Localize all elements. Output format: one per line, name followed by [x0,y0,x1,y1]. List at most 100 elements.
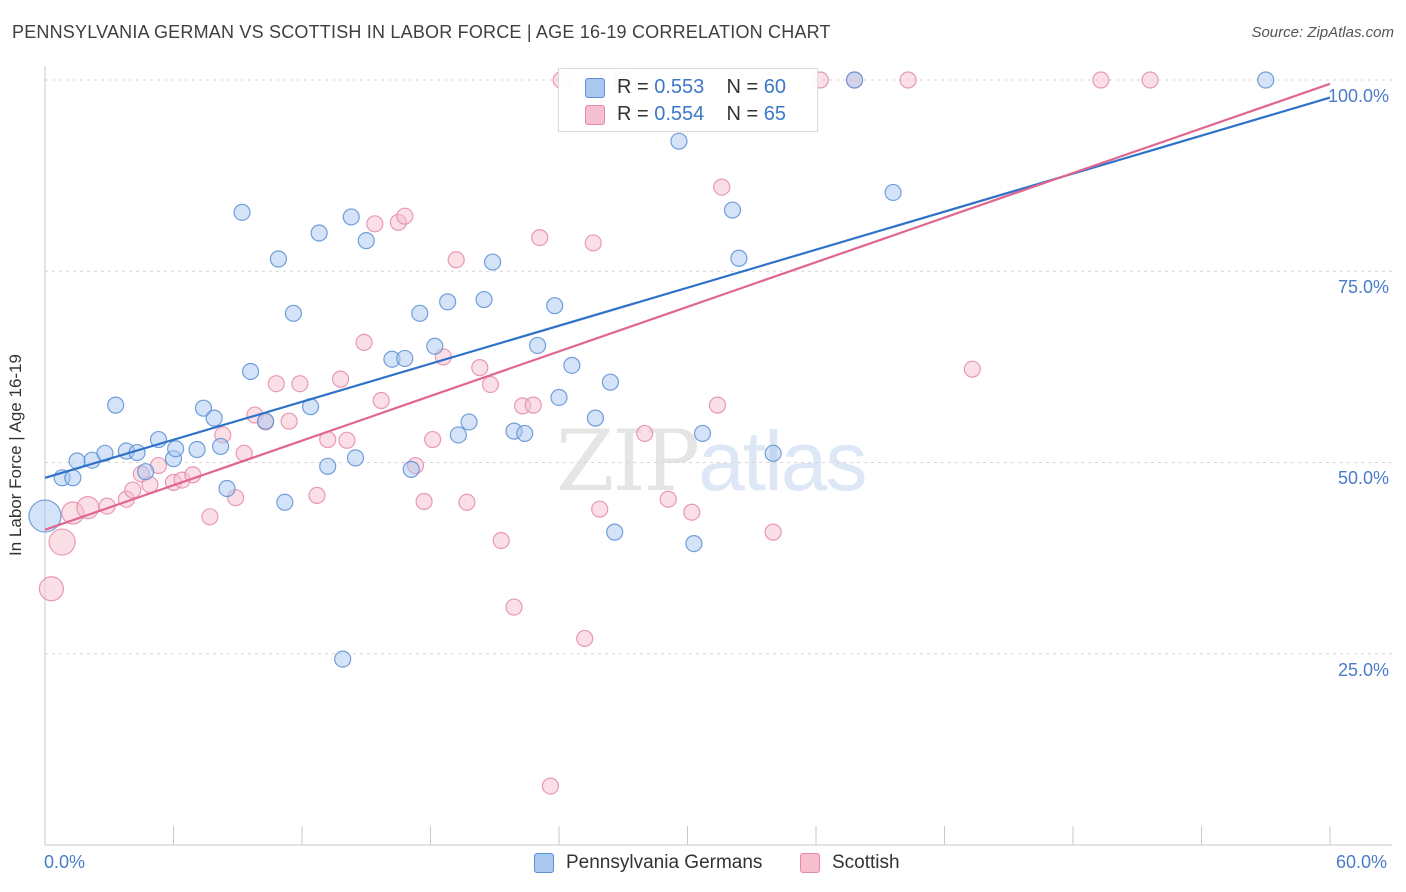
pennsylvania-german-point [484,253,502,271]
pennsylvania-german-point [845,71,864,89]
r-value: 0.554 [654,103,705,125]
pennsylvania-german-point [28,499,62,533]
scottish-point [481,375,500,394]
scottish-point [424,430,442,449]
y-axis-label-wrap: In Labor Force | Age 16-19 [6,354,26,556]
pennsylvania-german-point [685,534,703,553]
scottish-point [708,396,727,414]
scottish-point [280,412,298,430]
pennsylvania-german-point [194,399,213,417]
legend-label: Scottish [832,852,900,873]
pennsylvania-german-point [188,440,206,459]
scottish-point [591,500,609,518]
pennsylvania-german-point [167,440,185,458]
pennsylvania-german-point [411,304,429,322]
trend-line-scottish [44,82,1331,531]
trend-line-pennsylvania-germans [44,96,1331,479]
legend-swatch-blue [534,853,554,873]
scottish-point [659,490,677,508]
pennsylvania-german-point [242,362,260,381]
pennsylvania-german-point [137,463,155,481]
x-tick-label: 0.0% [44,852,86,872]
scottish-point [458,493,476,511]
pennsylvania-german-point [346,449,365,467]
scottish-point [1092,71,1110,89]
pennsylvania-german-point [276,493,294,511]
pennsylvania-german-point [310,224,328,242]
pennsylvania-german-point [516,424,534,443]
pennsylvania-german-point [426,337,444,355]
y-axis-label: In Labor Force | Age 16-19 [6,354,25,556]
legend-label: Pennsylvania Germans [566,852,763,873]
chart-title: PENNSYLVANIA GERMAN VS SCOTTISH IN LABOR… [12,22,831,42]
pennsylvania-german-point [550,388,568,407]
pennsylvania-german-point [319,457,337,475]
pennsylvania-german-point [269,250,288,268]
scottish-point [576,629,594,648]
pennsylvania-german-point [256,412,275,430]
pennsylvania-german-point [528,336,547,355]
pennsylvania-german-point [449,426,467,444]
pennsylvania-german-point [586,409,605,427]
r-label: R = [617,103,655,125]
scottish-point [683,503,701,521]
pennsylvania-german-point [212,437,230,456]
pennsylvania-german-point [764,444,782,462]
pennsylvania-german-point [723,201,742,219]
scottish-point [505,598,523,616]
scottish-point [584,234,602,252]
scottish-point [331,370,350,388]
pennsylvania-german-point [334,650,352,668]
scottish-point [713,178,731,196]
scottish-point [291,375,309,393]
pennsylvania-german-point [233,203,251,221]
n-value: 65 [763,103,787,125]
scottish-point [415,492,433,511]
pennsylvania-german-point [693,424,712,443]
pennsylvania-german-point [218,479,236,498]
watermark: ZIPatlas [556,412,868,510]
x-tick-label: 60.0% [1336,852,1388,872]
scottish-points [38,71,1159,795]
pennsylvania-german-point [670,132,688,150]
scottish-point [201,508,219,526]
scottish-point [471,359,489,377]
legend-swatch-pink [800,853,820,873]
scottish-point [355,333,373,351]
scottish-point [38,576,65,602]
pennsylvania-german-point [460,413,478,431]
pennsylvania-german-point [342,208,360,226]
y-tick-label: 25.0% [1338,660,1390,680]
watermark-zip: ZIP [556,412,700,510]
r-label: R = [617,76,655,98]
pennsylvania-german-point [546,297,564,315]
scottish-point [338,431,356,449]
n-label: N = [726,103,764,125]
trend-lines [44,82,1331,531]
scottish-point [963,360,981,378]
pennsylvania-german-point [730,249,748,267]
scottish-point [531,228,549,247]
n-label: N = [726,76,764,98]
n-value: 60 [763,76,787,98]
pennsylvania-german-points [28,71,1275,668]
scottish-point [541,777,560,795]
axes [44,66,1392,846]
pennsylvania-german-point [205,409,223,427]
scottish-point [764,523,782,541]
scottish-point [636,424,654,443]
scottish-point [372,391,390,410]
stats-legend: R = 0.553 N = 60 R = 0.554 N = 65 [558,68,818,132]
pennsylvania-german-point [563,356,581,374]
y-tick-label: 50.0% [1338,468,1390,488]
scottish-point [124,481,142,499]
y-tick-label: 75.0% [1338,277,1390,297]
scottish-point [396,207,414,225]
pennsylvania-german-point [439,293,457,311]
pennsylvania-german-point [475,290,493,309]
scottish-point [447,251,465,269]
legend-swatch-blue [585,78,605,98]
pennsylvania-german-point [357,232,375,250]
pennsylvania-german-point [284,304,303,322]
legend-swatch-pink [585,105,605,125]
